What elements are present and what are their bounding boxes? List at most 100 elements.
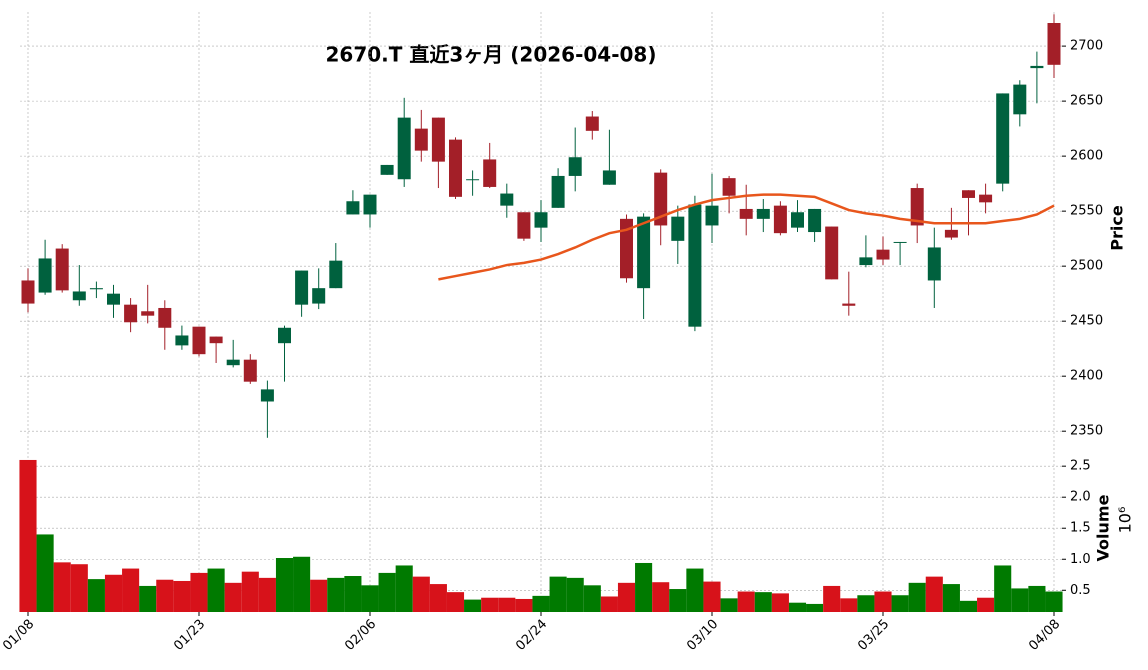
volume-bar — [258, 577, 276, 612]
volume-bar — [771, 593, 789, 612]
volume-bar — [977, 597, 995, 612]
candle-body — [637, 216, 651, 289]
candle-body — [534, 212, 548, 228]
candle-body — [192, 326, 206, 355]
y-tick-label: 1.0 — [1070, 552, 1091, 567]
y-tick-label: 2.0 — [1070, 490, 1091, 505]
volume-bar — [1028, 585, 1046, 612]
volume-bar — [703, 581, 721, 612]
volume-bar — [720, 598, 738, 612]
volume-bar — [190, 572, 208, 612]
volume-axis-label: Volume — [1094, 494, 1113, 561]
candle-body — [1047, 23, 1061, 65]
volume-bar — [635, 562, 653, 612]
volume-bar — [566, 577, 584, 612]
x-tick-label: 01/08 — [0, 617, 37, 654]
x-tick-label: 03/10 — [684, 617, 721, 654]
volume-bar — [395, 565, 413, 612]
volume-bar — [532, 595, 550, 612]
y-tick-label: 2500 — [1070, 259, 1103, 274]
volume-bar — [412, 576, 430, 612]
y-tick-label: 2.5 — [1070, 459, 1091, 474]
candle-body — [825, 226, 839, 280]
x-tick-label: 02/06 — [342, 617, 379, 654]
candle-body — [209, 336, 223, 344]
volume-bar — [754, 592, 772, 612]
volume-bar — [1045, 591, 1063, 612]
volume-bar — [104, 574, 123, 612]
volume-bar — [446, 592, 465, 612]
volume-bar — [994, 565, 1012, 612]
candle-body — [312, 288, 326, 304]
y-tick-label: 2550 — [1070, 204, 1103, 219]
candle-body — [671, 216, 685, 241]
candle-body — [979, 194, 993, 203]
candle-body — [380, 164, 394, 175]
candle-body — [1030, 65, 1044, 69]
volume-bar — [327, 577, 345, 612]
volume-bar — [840, 598, 858, 612]
volume-bar — [652, 582, 670, 612]
candle-body — [602, 170, 616, 185]
y-tick-label: 2450 — [1070, 314, 1103, 329]
candle-body — [791, 212, 804, 228]
candle-body — [722, 178, 736, 196]
candle-body — [449, 139, 462, 197]
volume-bar — [600, 596, 618, 612]
volume-exponent: 10⁶ — [1116, 507, 1135, 534]
candle-body — [226, 359, 240, 366]
volume-bar — [617, 582, 636, 612]
candle-body — [910, 188, 924, 226]
candle-body — [927, 247, 941, 281]
volume-bar — [19, 459, 37, 612]
volume-bar — [1011, 588, 1029, 612]
volume-bar — [959, 600, 978, 612]
y-tick-label: 1.5 — [1070, 521, 1091, 536]
volume-bar — [36, 534, 54, 612]
volume-bar — [908, 582, 926, 612]
volume-bar — [173, 580, 191, 612]
candle-body — [107, 293, 120, 305]
volume-bar — [275, 558, 294, 612]
volume-bar — [823, 585, 841, 612]
volume-bar — [122, 568, 140, 612]
volume-bar — [87, 579, 105, 612]
candle-body — [944, 229, 958, 238]
candle-body — [363, 194, 377, 215]
y-tick-label: 2650 — [1070, 94, 1103, 109]
candle-body — [21, 280, 35, 304]
candle-body — [842, 303, 856, 306]
volume-bar — [207, 568, 225, 612]
candle-body — [175, 335, 189, 346]
candle-body — [260, 389, 274, 402]
volume-bar — [53, 562, 71, 612]
candle-body — [705, 205, 719, 226]
volume-bar — [481, 597, 499, 612]
candle-body — [876, 249, 890, 260]
candle-body — [517, 212, 531, 239]
volume-bar — [515, 598, 533, 612]
volume-bar — [429, 584, 447, 612]
candle-body — [654, 172, 668, 226]
candle-body — [1013, 84, 1027, 115]
price-axis-label: Price — [1108, 205, 1127, 251]
candle-body — [568, 157, 582, 176]
volume-bar — [583, 585, 601, 612]
y-tick-label: 2700 — [1070, 39, 1103, 54]
x-tick-label: 02/24 — [513, 617, 550, 654]
candle-body — [243, 359, 257, 382]
candle-body — [739, 208, 753, 219]
volume-bar — [241, 571, 259, 612]
y-tick-label: 0.5 — [1070, 583, 1091, 598]
volume-bar — [942, 584, 960, 612]
volume-bar — [806, 603, 824, 612]
candle-body — [346, 201, 360, 215]
moving-average-line — [438, 193, 1055, 281]
volume-bar — [378, 572, 396, 612]
volume-bar — [464, 599, 482, 612]
volume-bar — [344, 576, 362, 612]
candle-body — [124, 304, 138, 323]
candle-body — [773, 205, 787, 234]
candle-body — [141, 311, 155, 316]
